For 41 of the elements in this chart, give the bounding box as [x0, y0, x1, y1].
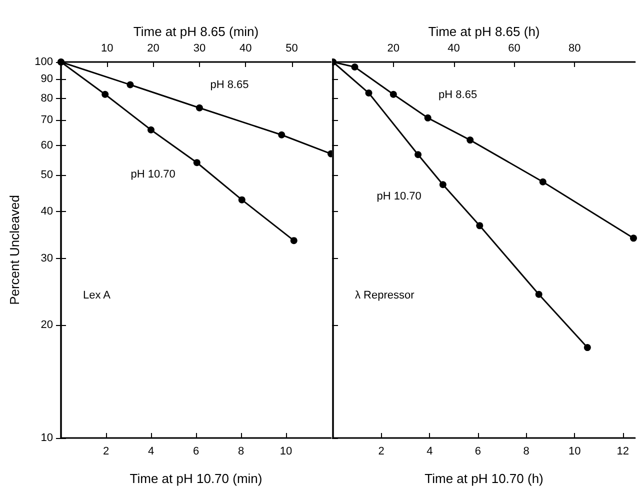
- x-tick-label: 6: [474, 446, 482, 458]
- x2-tick-label: 20: [147, 42, 160, 54]
- y-axis-title: Percent Uncleaved: [7, 195, 22, 305]
- x-tick-label: 4: [426, 446, 433, 458]
- y-tick-label: 30: [40, 252, 53, 265]
- annotation: λ Repressor: [355, 290, 415, 302]
- y-tick-label: 10: [40, 432, 53, 444]
- x-tick-label: 4: [148, 446, 154, 458]
- x2-tick-label: 40: [448, 42, 460, 54]
- x-tick-label: 2: [378, 446, 384, 458]
- series-label: pH 8.65: [210, 78, 249, 91]
- y-tick-label: 20: [40, 318, 53, 331]
- x2-tick-label: 60: [508, 42, 520, 54]
- x-tick-label: 10: [280, 446, 292, 458]
- y-tick-label: 60: [40, 139, 53, 152]
- x-tick-label: 10: [568, 446, 581, 458]
- x-axis-title: Time at pH 10.70 (h): [424, 471, 544, 486]
- x-tick-label: 12: [616, 446, 630, 458]
- x2-tick-label: 50: [286, 42, 298, 54]
- x2-tick-label: 30: [193, 42, 206, 54]
- y-tick-label: 40: [40, 206, 53, 218]
- x2-tick-label: 80: [568, 42, 581, 54]
- x2-tick-label: 10: [101, 42, 114, 54]
- x-tick-label: 6: [192, 446, 200, 458]
- x-tick-label: 8: [238, 446, 244, 458]
- y-tick-label: 70: [40, 114, 53, 126]
- x-axis-title: Time at pH 10.70 (min): [130, 471, 262, 486]
- x2-tick-label: 40: [239, 42, 252, 54]
- annotation: Lex A: [83, 290, 112, 302]
- y-tick-label: 100: [34, 56, 53, 68]
- x-tick-label: 2: [102, 446, 110, 458]
- x2-axis-title: Time at pH 8.65 (h): [428, 24, 540, 39]
- y-tick-label: 80: [40, 92, 53, 104]
- x-tick-label: 8: [523, 446, 530, 458]
- x2-tick-label: 20: [387, 42, 400, 54]
- y-tick-label: 50: [40, 169, 53, 182]
- x2-axis-title: Time at pH 8.65 (min): [133, 24, 259, 39]
- y-tick-label: 90: [40, 73, 53, 86]
- series-label: pH 10.70: [376, 190, 422, 203]
- series-label: pH 10.70: [130, 168, 176, 181]
- series-label: pH 8.65: [438, 88, 478, 101]
